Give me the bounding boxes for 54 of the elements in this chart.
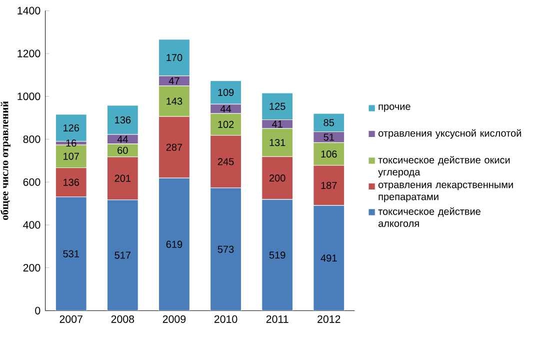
y-tick-label: 200 (23, 264, 40, 272)
x-tick-label: 2011 (266, 315, 288, 323)
data-label: 136 (115, 116, 131, 124)
y-tick-label: 600 (23, 178, 40, 186)
bar (262, 199, 294, 311)
x-tick-label: 2007 (60, 315, 82, 323)
data-label: 106 (321, 150, 337, 158)
data-label: 85 (324, 118, 334, 126)
legend-label: токсическое действие алкоголя (378, 207, 480, 227)
data-label: 44 (220, 105, 232, 112)
bar (210, 187, 242, 311)
data-label: 170 (166, 54, 182, 61)
legend-label: отравления уксусной кислотой (378, 129, 522, 139)
data-label: 491 (320, 254, 337, 262)
y-axis-title: общее число отравлений (0, 101, 10, 220)
y-tick-label: 0 (35, 306, 40, 314)
data-label: 51 (324, 134, 334, 141)
data-label: 109 (218, 88, 234, 96)
data-label: 573 (218, 246, 234, 253)
bar (106, 199, 138, 311)
data-label: 201 (114, 174, 131, 182)
data-label: 143 (166, 98, 182, 105)
data-label: 126 (64, 124, 80, 132)
data-label: 531 (63, 250, 79, 258)
data-label: 517 (114, 252, 131, 259)
data-label: 47 (168, 77, 180, 84)
x-tick-label: 2009 (162, 315, 186, 323)
data-label: 60 (118, 146, 128, 154)
bar (55, 196, 87, 311)
data-label: 107 (64, 152, 79, 160)
y-tick-label: 1000 (18, 92, 40, 100)
data-label: 287 (166, 144, 182, 151)
y-tick-label: 1400 (18, 6, 40, 14)
data-label: 44 (117, 136, 128, 143)
x-tick-label: 2012 (318, 315, 340, 323)
data-label: 136 (64, 178, 80, 186)
data-label: 131 (270, 138, 286, 146)
data-label: 200 (269, 174, 286, 182)
bar (158, 178, 190, 311)
y-tick-label: 400 (23, 221, 40, 229)
data-label: 619 (166, 240, 182, 248)
data-label: 187 (321, 182, 337, 189)
y-tick-label: 800 (23, 135, 40, 143)
data-label: 41 (272, 120, 282, 128)
bar (313, 205, 345, 311)
x-tick-label: 2010 (214, 315, 238, 323)
data-label: 245 (218, 158, 234, 166)
legend-label: прочие (378, 104, 410, 112)
bar (55, 114, 87, 142)
y-tick-label: 1200 (18, 50, 40, 58)
data-label: 125 (270, 102, 286, 110)
data-label: 102 (218, 120, 234, 128)
x-tick-label: 2008 (111, 315, 134, 323)
data-label: 519 (269, 251, 286, 258)
